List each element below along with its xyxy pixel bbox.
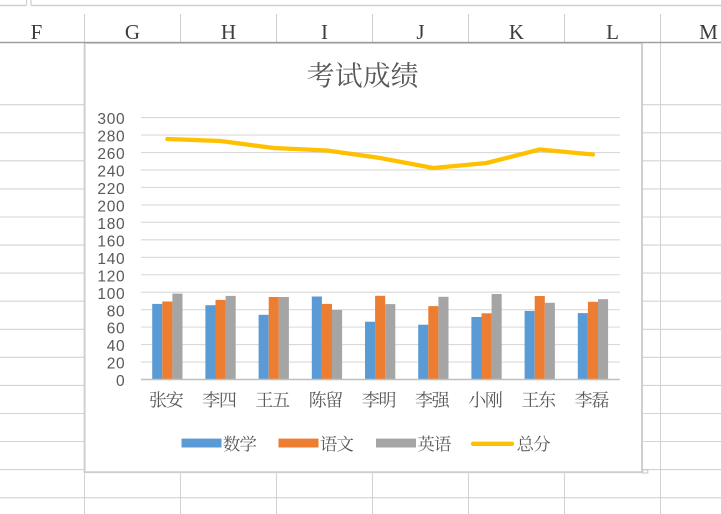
svg-text:40: 40	[107, 338, 125, 355]
svg-text:F: F	[31, 20, 43, 44]
svg-text:120: 120	[97, 268, 125, 285]
svg-text:60: 60	[107, 321, 125, 338]
svg-text:160: 160	[97, 233, 125, 250]
svg-text:80: 80	[107, 303, 125, 320]
svg-text:180: 180	[97, 216, 125, 233]
svg-text:0: 0	[116, 373, 125, 390]
svg-text:100: 100	[97, 286, 125, 303]
svg-text:300: 300	[97, 111, 125, 128]
svg-text:20: 20	[107, 356, 125, 373]
svg-text:K: K	[509, 20, 524, 44]
svg-text:280: 280	[97, 129, 125, 146]
svg-text:240: 240	[97, 164, 125, 181]
svg-text:J: J	[416, 20, 424, 44]
svg-text:260: 260	[97, 146, 125, 163]
svg-text:H: H	[221, 20, 236, 44]
svg-text:G: G	[125, 20, 140, 44]
svg-text:140: 140	[97, 251, 125, 268]
svg-text:M: M	[699, 20, 718, 44]
svg-text:220: 220	[97, 181, 125, 198]
svg-text:200: 200	[97, 199, 125, 216]
svg-text:L: L	[606, 20, 619, 44]
svg-text:I: I	[321, 20, 328, 44]
